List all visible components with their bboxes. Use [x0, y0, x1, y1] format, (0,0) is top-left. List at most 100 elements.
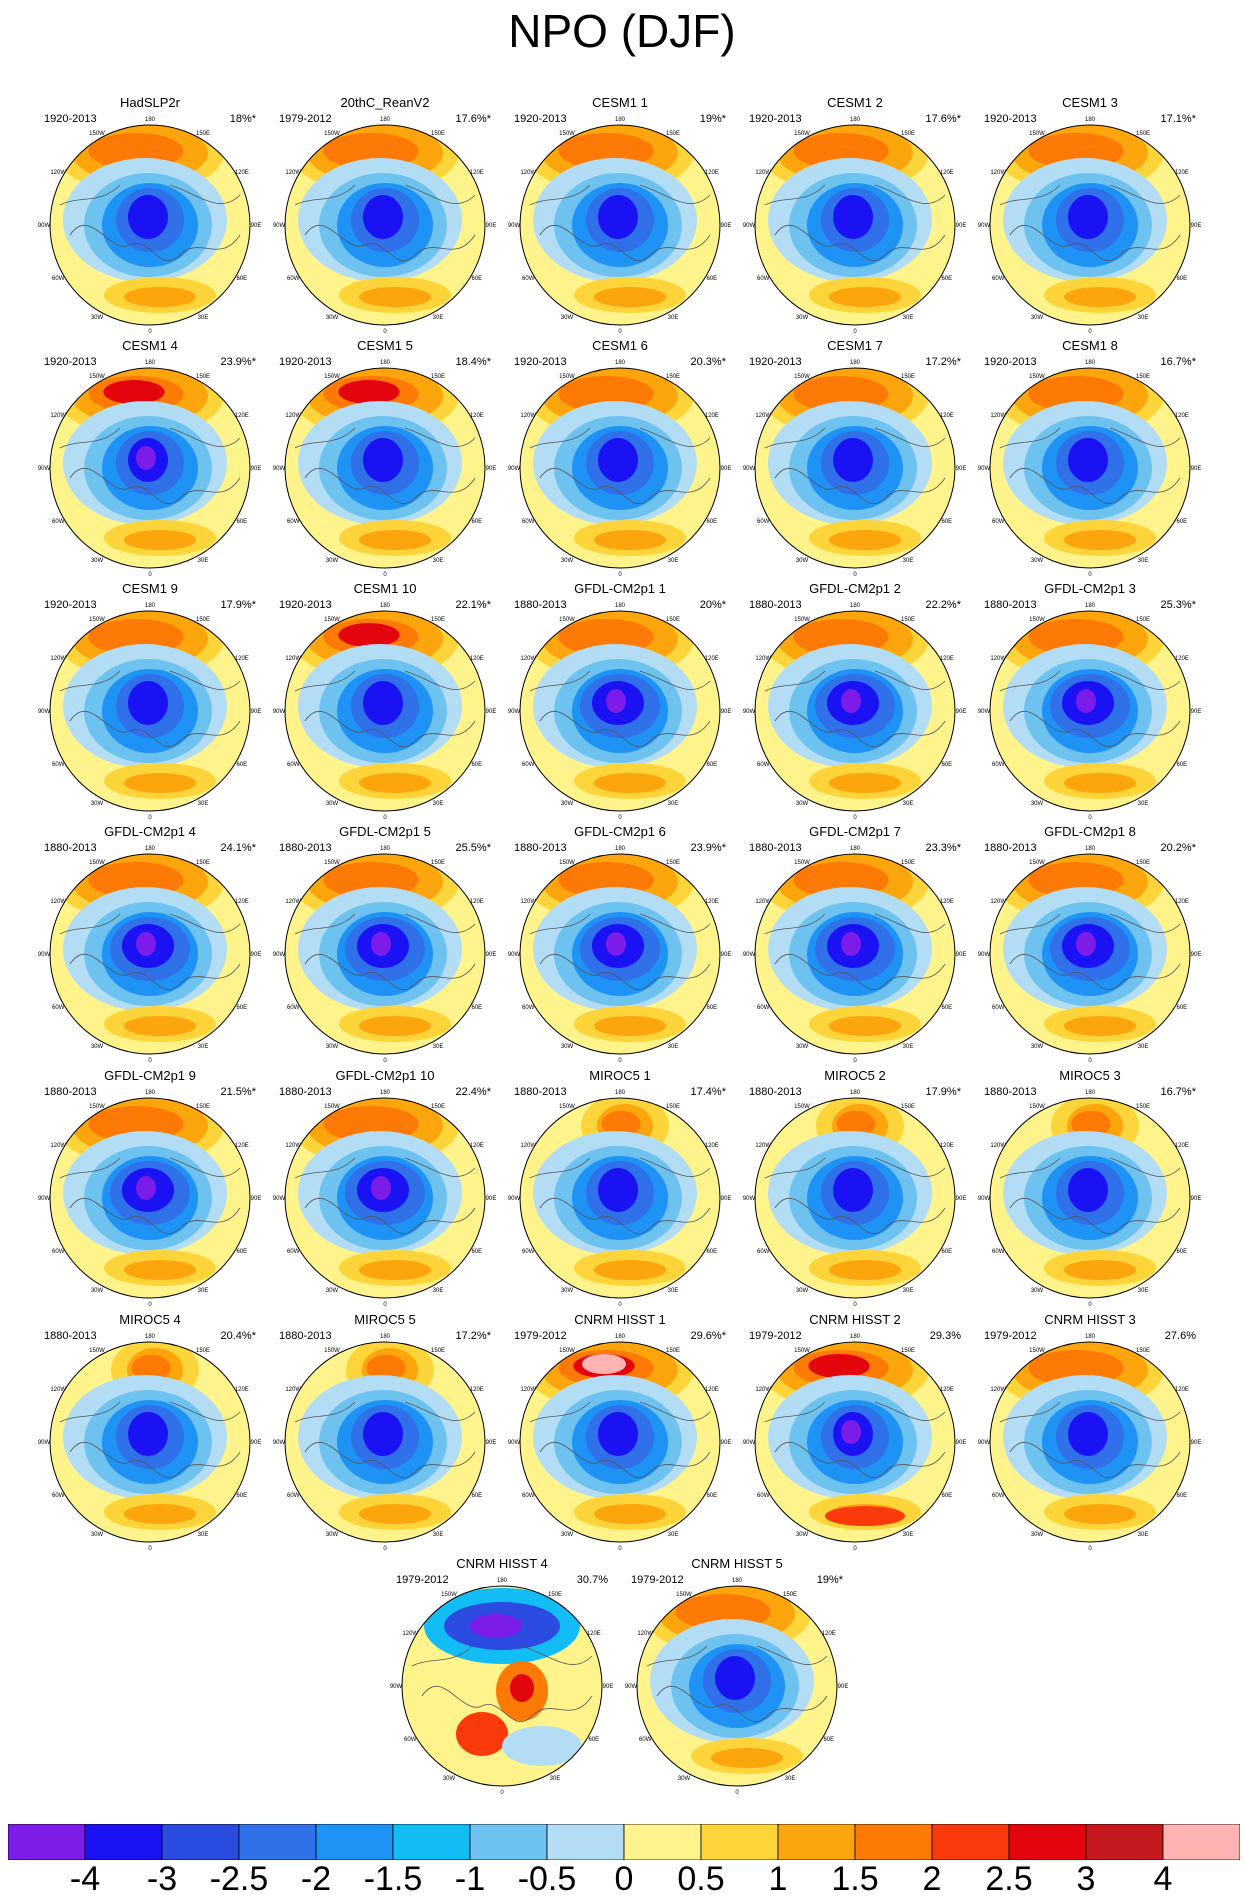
lon-label: 30W	[91, 315, 104, 321]
lon-label: 150W	[89, 131, 105, 137]
lon-label: 120E	[587, 1631, 601, 1637]
positive-anomaly	[829, 773, 901, 793]
panel-variance: 22.1%*	[455, 599, 491, 611]
lon-label: 90E	[721, 952, 732, 958]
lon-label: 180	[145, 846, 156, 852]
panel-title: GFDL-CM2p1 8	[1044, 824, 1136, 839]
polar-map: 180 150E 120E 90E 60E 30E 0 30W 60W 90W 120W 150W	[38, 846, 262, 1064]
panel-variance: 29.3%	[929, 1330, 961, 1342]
polar-map: 180 150E 120E 90E 60E 30E 0 30W 60W 90W 120W 150W	[273, 1090, 497, 1308]
lon-label: 120W	[755, 1387, 771, 1393]
coastline	[529, 427, 711, 505]
lon-label: 60E	[706, 276, 717, 282]
colorbar-label: -0.5	[517, 1860, 577, 1898]
colorbar-swatch	[161, 1824, 240, 1860]
lon-label: 30W	[326, 801, 339, 807]
colorbar-labels: -4 -3 -2.5 -2 -1.5 -1 -0.5 0 0.5 1 1.5 2 2.5 3 4	[8, 1860, 1240, 1900]
lon-label: 60E	[471, 762, 482, 768]
colorbar-label: -2.5	[209, 1860, 269, 1898]
lon-label: 60W	[639, 1737, 652, 1743]
lon-label: 90W	[38, 466, 51, 472]
lon-label: 30W	[326, 1044, 339, 1050]
lon-label: 60E	[823, 1737, 834, 1743]
panel-years: 1920-2013	[279, 356, 332, 368]
map-panel: 180 150E 120E 90E 60E 30E 0 30W 60W 90W 120W 150W MI…	[508, 1068, 732, 1308]
polar-map: 180 150E 120E 90E 60E 30E 0 30W 60W 90W 120W 150W	[743, 1334, 967, 1552]
map-border	[519, 1097, 721, 1299]
lon-label: 150E	[196, 617, 210, 623]
lon-label: 0	[853, 1546, 857, 1552]
panel-title: CESM1 2	[827, 95, 883, 110]
colorbar-swatch	[84, 1824, 163, 1860]
lon-label: 0	[383, 815, 387, 821]
polar-map: 180 150E 120E 90E 60E 30E 0 30W 60W 90W 120W 150W	[508, 1334, 732, 1552]
lon-label: 90E	[603, 1684, 614, 1690]
lon-label: 150E	[196, 374, 210, 380]
lon-label: 120E	[235, 1143, 249, 1149]
lon-label: 90W	[978, 952, 991, 958]
lon-label: 180	[850, 360, 861, 366]
lon-label: 150E	[1136, 1104, 1150, 1110]
lon-label: 0	[148, 1058, 152, 1064]
lon-label: 150W	[559, 1348, 575, 1354]
lon-label: 150W	[559, 374, 575, 380]
lon-label: 60E	[706, 1249, 717, 1255]
lon-label: 60W	[757, 1005, 770, 1011]
lon-label: 30E	[198, 1288, 209, 1294]
lon-label: 60E	[236, 1493, 247, 1499]
lon-label: 60W	[52, 1005, 65, 1011]
lon-label: 30W	[1031, 1288, 1044, 1294]
lon-label: 120W	[402, 1631, 418, 1637]
negative-anomaly	[1076, 689, 1096, 713]
lon-label: 30W	[796, 558, 809, 564]
lon-label: 120E	[235, 413, 249, 419]
polar-map: 180 150E 120E 90E 60E 30E 0 30W 60W 90W 120W 150W	[508, 117, 732, 335]
lon-label: 150E	[431, 617, 445, 623]
lon-label: 150E	[901, 131, 915, 137]
lon-label: 150E	[783, 1592, 797, 1598]
map-border	[284, 853, 486, 1055]
map-border	[519, 853, 721, 1055]
coastline	[294, 1157, 476, 1235]
lon-label: 90W	[978, 1440, 991, 1446]
lon-label: 30E	[1138, 801, 1149, 807]
lon-label: 180	[615, 1090, 626, 1096]
lon-label: 90W	[978, 466, 991, 472]
colorbar-label: 0	[614, 1860, 634, 1898]
lon-label: 30W	[91, 558, 104, 564]
panel-years: 1880-2013	[514, 842, 567, 854]
lon-label: 0	[853, 815, 857, 821]
lon-label: 30E	[1138, 1288, 1149, 1294]
negative-anomaly	[128, 195, 168, 239]
positive-anomaly	[124, 1016, 196, 1036]
lon-label: 150W	[794, 617, 810, 623]
coastline	[764, 670, 946, 748]
lon-label: 150E	[196, 131, 210, 137]
panel-title: GFDL-CM2p1 6	[574, 824, 666, 839]
lon-label: 30E	[903, 1532, 914, 1538]
panel-title: CESM1 4	[122, 338, 178, 353]
lon-label: 30W	[1031, 315, 1044, 321]
map-panel: 180 150E 120E 90E 60E 30E 0 30W 60W 90W 120W 150W GF…	[273, 1068, 497, 1308]
map-border	[754, 1097, 956, 1299]
lon-label: 150E	[666, 617, 680, 623]
panel-years: 1880-2013	[279, 1086, 332, 1098]
panel-variance: 20.3%*	[690, 356, 726, 368]
lon-label: 150E	[431, 1348, 445, 1354]
lon-label: 150W	[324, 617, 340, 623]
lon-label: 120E	[940, 413, 954, 419]
polar-map: 180 150E 120E 90E 60E 30E 0 30W 60W 90W 120W 150W	[273, 1334, 497, 1552]
lon-label: 60E	[1176, 762, 1187, 768]
coastline	[999, 184, 1181, 262]
lon-label: 30E	[433, 1288, 444, 1294]
lon-label: 90E	[486, 1196, 497, 1202]
lon-label: 120W	[990, 413, 1006, 419]
lon-label: 120W	[520, 656, 536, 662]
lon-label: 90W	[508, 223, 521, 229]
polar-map: 180 150E 120E 90E 60E 30E 0 30W 60W 90W 120W 150W	[978, 1090, 1202, 1308]
colorbar-label: 2.5	[985, 1860, 1033, 1898]
lon-label: 120E	[1175, 170, 1189, 176]
lon-label: 150E	[196, 860, 210, 866]
polar-map: 180 150E 120E 90E 60E 30E 0 30W 60W 90W 120W 150W	[508, 360, 732, 578]
lon-label: 60W	[287, 1005, 300, 1011]
